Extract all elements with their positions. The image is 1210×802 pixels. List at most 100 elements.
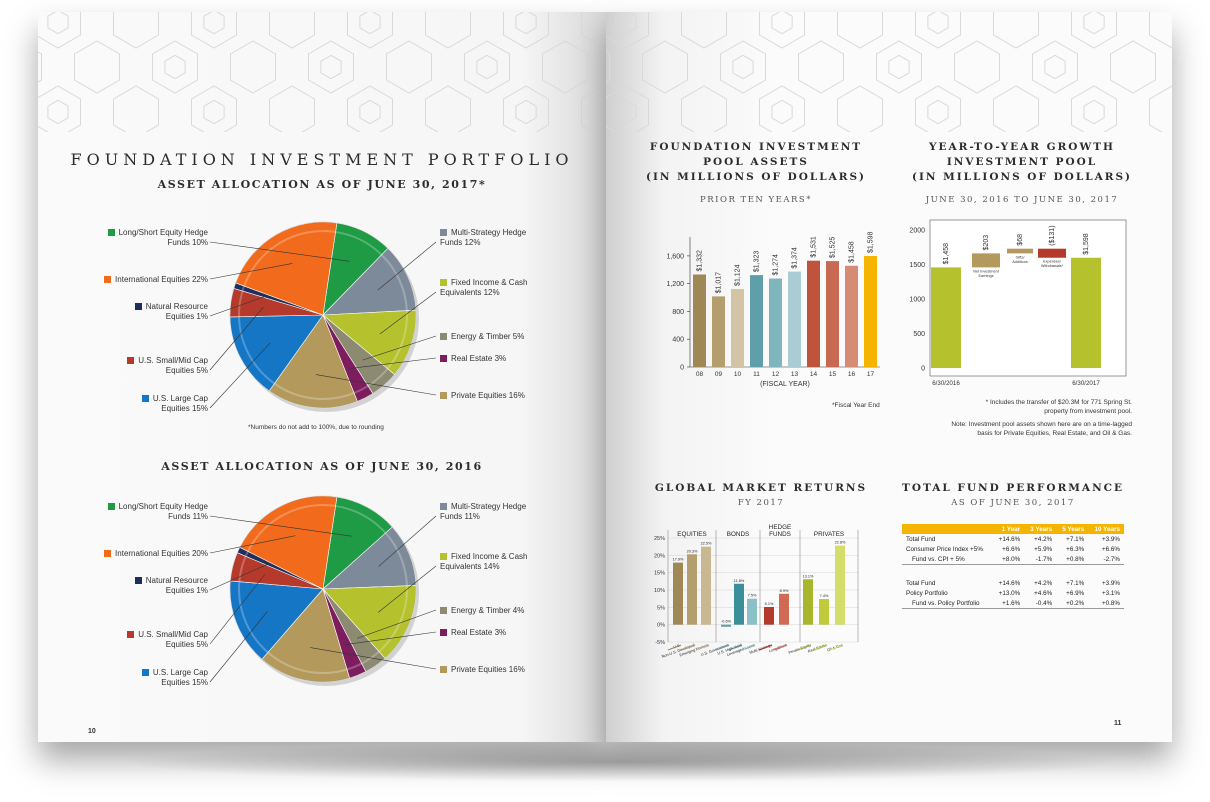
- x-tick-label: 12: [772, 371, 780, 378]
- hexagon-shape: [837, 12, 883, 49]
- hexagon-shape: [113, 85, 159, 132]
- legend-label-line: Long/Short Equity Hedge: [88, 228, 208, 238]
- x-tick-label: Withdrawals*: [1041, 264, 1064, 268]
- hexagon-shape: [38, 12, 81, 49]
- legend-swatch: [440, 629, 447, 636]
- legend-item-re: Real Estate 3%: [440, 628, 506, 638]
- legend-label-text: Funds 11%: [440, 512, 480, 521]
- bar-value-label: $1,598: [868, 232, 875, 254]
- bar-value-label: $1,598: [1083, 233, 1090, 255]
- x-label-underline: [728, 644, 743, 651]
- bar-value-label: 20.3%: [687, 549, 698, 553]
- x-tick-label: 6/30/2016: [932, 380, 960, 387]
- hexagon-inner-shape: [1083, 12, 1105, 35]
- bar: [693, 274, 706, 367]
- legend-label-line: International Equities 20%: [88, 549, 208, 559]
- hexagon-inner-shape: [927, 12, 949, 35]
- legend-label-text: Natural Resource: [145, 576, 208, 585]
- y-tick-label: 0: [680, 365, 684, 372]
- hexagon-shape: [38, 51, 42, 83]
- hexagon-inner-shape: [203, 12, 225, 35]
- group-label: PRIVATES: [814, 531, 844, 538]
- legend-item-pe: Private Equities 16%: [440, 665, 525, 675]
- legend-swatch: [127, 357, 135, 364]
- bar: [734, 583, 744, 625]
- table-header-cell: 3 Years: [1024, 524, 1057, 534]
- page-shadow: [120, 742, 1120, 782]
- bar: [731, 288, 744, 367]
- legend-item-ls: Long/Short Equity Hedge Funds 11%: [88, 502, 208, 522]
- legend-label-text: Natural Resource: [145, 302, 208, 311]
- legend-swatch: [440, 553, 447, 560]
- pool-subtitle: PRIOR TEN YEARS*: [700, 195, 812, 205]
- legend-label-line: Fixed Income & Cash: [440, 552, 527, 562]
- legend-item-ls: Long/Short Equity Hedge Funds 10%: [88, 228, 208, 248]
- hexagon-shape: [681, 12, 727, 49]
- bar-value-label: 11.8%: [734, 579, 745, 583]
- legend-label-text: International Equities 20%: [115, 549, 208, 558]
- legend-swatch: [440, 333, 447, 340]
- global-title: GLOBAL MARKET RETURNS: [654, 482, 868, 494]
- legend-label-text: U.S. Large Cap: [152, 668, 208, 677]
- bar: [835, 545, 845, 625]
- legend-swatch: [440, 607, 447, 614]
- legend-label-text: Funds 10%: [167, 238, 208, 247]
- legend-item-nr: Natural Resource Equities 1%: [88, 576, 208, 596]
- hexagon-shape: [876, 40, 922, 94]
- legend-label-line: Fixed Income & Cash: [440, 278, 527, 288]
- table-cell: +4.2%: [1034, 535, 1053, 543]
- hexagon-shape: [347, 85, 393, 132]
- page-number-left: 10: [88, 728, 96, 735]
- hexagon-inner-shape: [888, 54, 910, 80]
- legend-swatch: [134, 303, 142, 310]
- hexagon-shape: [347, 12, 393, 49]
- legend-label-text: Multi-Strategy Hedge: [451, 228, 527, 237]
- x-tick-label: Additions: [1012, 260, 1028, 264]
- bar-value-label: $1,531: [811, 236, 818, 258]
- hexagon-shape: [503, 85, 549, 132]
- bar: [712, 296, 725, 367]
- rounding-note: *Numbers do not add to 100%, due to roun…: [248, 424, 384, 431]
- x-label-underline: [681, 644, 696, 651]
- legend-label-line: Equities 5%: [88, 366, 208, 376]
- legend-label-line: U.S. Large Cap: [88, 394, 208, 404]
- legend-label-line: Private Equities 16%: [440, 391, 525, 401]
- growth-bar-chart: 0 500 1000 1500 2000 $1,458 6/30/2016 $203 Net I…: [909, 219, 1127, 387]
- legend-label-text: Equivalents 12%: [440, 288, 500, 297]
- hexagon-shape: [606, 85, 649, 132]
- x-label-underline: [695, 644, 710, 651]
- bar-value-label: 13.1%: [803, 574, 814, 578]
- bar: [972, 253, 1000, 268]
- hexagon-inner-shape: [476, 54, 498, 80]
- hexagon-inner-shape: [203, 99, 225, 125]
- hexagon-inner-shape: [164, 54, 186, 80]
- hexagon-pattern-icon: [606, 12, 1172, 132]
- legend-label-line: Real Estate 3%: [440, 628, 506, 638]
- hexagon-shape: [993, 12, 1039, 49]
- hexagon-shape: [798, 40, 844, 94]
- legend-label-text: Equities 1%: [165, 312, 208, 321]
- table-header-cell: 10 Years: [1088, 524, 1124, 534]
- global-subtitle: FY 2017: [737, 498, 785, 508]
- table-cell: Policy Portfolio: [906, 589, 948, 597]
- y-tick-label: 20%: [654, 553, 665, 559]
- growth-footnote-line-2: property from investment pool.: [1044, 408, 1132, 415]
- pool-title-line-3: (IN MILLIONS OF DOLLARS): [646, 171, 867, 183]
- legend-label-text: Energy & Timber 5%: [451, 332, 525, 341]
- x-tick-label: 13: [791, 371, 799, 378]
- hexagon-inner-shape: [732, 54, 754, 80]
- legend-swatch: [440, 229, 447, 236]
- y-tick-label: 1,600: [666, 253, 684, 260]
- legend-label-text: Equities 5%: [165, 366, 208, 375]
- hexagon-shape: [38, 85, 81, 132]
- legend-label-line: Funds 11%: [440, 512, 526, 522]
- legend-label-text: Private Equities 16%: [451, 391, 525, 400]
- legend-label-line: Long/Short Equity Hedge: [88, 502, 208, 512]
- hexagon-inner-shape: [515, 12, 537, 35]
- x-tick-label: Earnings: [979, 274, 994, 278]
- hexagon-shape: [581, 12, 606, 49]
- table-cell: [993, 565, 1025, 579]
- hexagon-shape: [1110, 40, 1156, 94]
- hexagon-shape: [681, 85, 727, 132]
- group-label: FUNDS: [769, 531, 791, 538]
